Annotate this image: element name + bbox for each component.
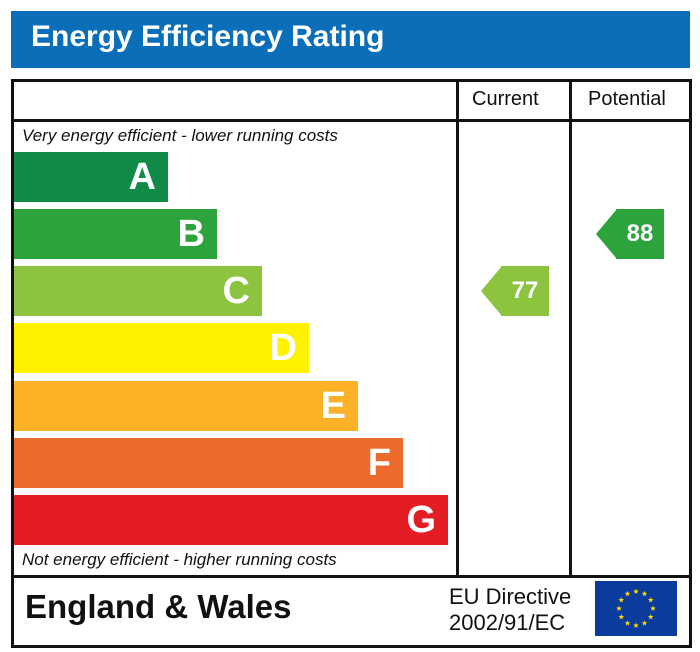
flag-star [641,620,648,626]
band-letter: A [128,156,156,198]
band-letter: B [177,213,205,255]
current-column-header: Current [472,88,539,110]
flag-star [616,605,622,611]
flag-star [647,614,654,620]
current-rating-value: 77 [501,266,549,316]
eu-flag-icon [595,581,677,636]
band-a: A [14,152,168,202]
header-divider [11,119,692,122]
flag-star [618,614,625,620]
flag-star [624,620,631,626]
directive-number: 2002/91/EC [449,610,566,635]
page-title: Energy Efficiency Rating [31,20,385,53]
potential-column-divider [569,79,572,578]
flag-star [650,605,656,611]
rating-table [11,79,692,648]
bottom-note: Not energy efficient - higher running co… [22,550,337,569]
flag-star [624,590,631,597]
band-letter: G [406,499,436,541]
flag-star [633,622,639,628]
band-letter: E [320,385,346,427]
band-d: D [14,323,309,373]
band-letter: D [269,327,297,369]
region-label: England & Wales [25,588,292,625]
potential-rating-value: 88 [616,209,664,259]
band-f: F [14,438,403,488]
flag-star [618,597,625,603]
footer-divider [11,575,692,578]
potential-column-header: Potential [588,88,666,110]
current-rating-arrow [481,266,502,316]
band-g: G [14,495,448,545]
top-note: Very energy efficient - lower running co… [22,126,338,145]
band-letter: C [222,270,250,312]
flag-star [641,590,648,597]
band-e: E [14,381,358,431]
current-column-divider [456,79,459,578]
flag-star [647,597,654,603]
band-c: C [14,266,262,316]
potential-rating-arrow [596,209,617,259]
band-letter: F [367,442,391,484]
directive-label: EU Directive [449,584,572,609]
title-bar: Energy Efficiency Rating [11,11,690,68]
flag-star [633,588,639,594]
band-b: B [14,209,217,259]
